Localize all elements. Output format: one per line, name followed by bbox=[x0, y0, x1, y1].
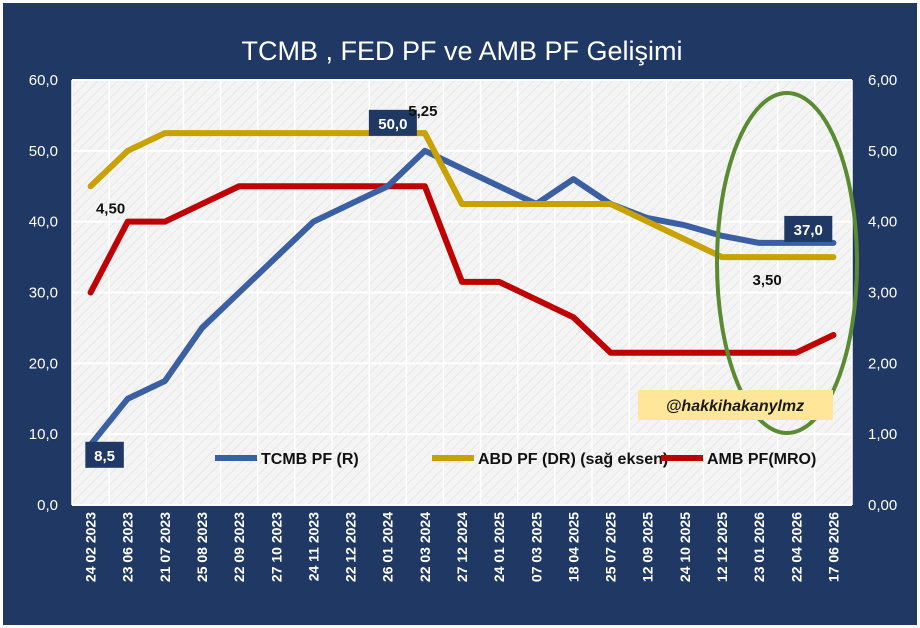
watermark-box: @hakkihakanylmz bbox=[638, 390, 833, 420]
series-line-2 bbox=[87, 183, 837, 356]
x-axis: 24 02 2023 23 06 2023 21 07 2023 25 08 2023… bbox=[83, 512, 842, 582]
x-tick-label: 24 11 2023 bbox=[305, 512, 321, 582]
y-left-tick-label: 0,0 bbox=[37, 497, 58, 514]
x-tick-label: 23 06 2023 bbox=[120, 512, 136, 582]
chart-title: TCMB , FED PF ve AMB PF Gelişimi bbox=[241, 36, 682, 66]
y-axis-left: 0,0 10,0 20,0 30,0 40,0 50,0 60,0 bbox=[29, 72, 58, 514]
y-left-tick-label: 30,0 bbox=[29, 285, 58, 302]
data-label-box bbox=[784, 215, 833, 242]
data-label: 50,0 bbox=[378, 116, 407, 133]
x-tick-label: 22 12 2023 bbox=[343, 512, 359, 582]
y-right-tick-label: 2,00 bbox=[868, 355, 897, 372]
y-left-tick-label: 10,0 bbox=[29, 426, 58, 443]
x-tick-label: 24 02 2023 bbox=[83, 512, 99, 582]
data-label-box bbox=[85, 441, 124, 468]
series-line-1 bbox=[87, 130, 837, 261]
data-label: 4,50 bbox=[96, 200, 125, 217]
data-label: 5,25 bbox=[408, 103, 437, 120]
y-right-tick-label: 0,00 bbox=[868, 497, 897, 514]
x-tick-label: 23 01 2026 bbox=[751, 512, 767, 582]
x-tick-label: 21 07 2023 bbox=[157, 512, 173, 582]
x-tick-label: 22 09 2023 bbox=[231, 512, 247, 582]
legend-label: ABD PF (DR) (sağ eksen) bbox=[478, 451, 668, 468]
legend-label: TCMB PF (R) bbox=[261, 451, 359, 468]
x-tick-label: 22 04 2026 bbox=[788, 512, 804, 582]
data-label: 37,0 bbox=[794, 222, 823, 239]
x-tick-label: 17 06 2026 bbox=[825, 512, 841, 582]
y-axis-right: 0,00 1,00 2,00 3,00 4,00 5,00 6,00 bbox=[868, 72, 897, 514]
highlight-ellipse bbox=[715, 91, 859, 435]
data-label-box bbox=[368, 109, 417, 136]
x-tick-label: 18 04 2025 bbox=[565, 512, 581, 582]
legend: TCMB PF (R) ABD PF (DR) (sağ eksen) AMB PF… bbox=[215, 451, 816, 468]
y-left-tick-label: 20,0 bbox=[29, 355, 58, 372]
x-tick-label: 26 01 2024 bbox=[380, 512, 396, 582]
data-label: 8,5 bbox=[94, 448, 115, 465]
watermark-background bbox=[638, 390, 833, 420]
x-tick-label: 22 03 2024 bbox=[417, 512, 433, 582]
y-right-tick-label: 4,00 bbox=[868, 214, 897, 231]
x-tick-label: 24 10 2025 bbox=[677, 512, 693, 582]
grid-lines bbox=[71, 79, 853, 506]
x-tick-label: 25 08 2023 bbox=[194, 512, 210, 582]
y-right-tick-label: 3,00 bbox=[868, 285, 897, 302]
x-tick-label: 12 12 2025 bbox=[714, 512, 730, 582]
x-tick-label: 25 07 2025 bbox=[603, 512, 619, 582]
x-tick-label: 07 03 2025 bbox=[528, 512, 544, 582]
y-left-tick-label: 40,0 bbox=[29, 214, 58, 231]
series-lines bbox=[87, 130, 837, 448]
y-left-tick-label: 60,0 bbox=[29, 72, 58, 89]
y-left-tick-label: 50,0 bbox=[29, 143, 58, 160]
x-tick-label: 27 12 2024 bbox=[454, 512, 470, 582]
y-right-tick-label: 5,00 bbox=[868, 143, 897, 160]
x-tick-label: 24 01 2025 bbox=[491, 512, 507, 582]
y-right-tick-label: 6,00 bbox=[868, 72, 897, 89]
x-tick-label: 27 10 2023 bbox=[268, 512, 284, 582]
data-label: 3,50 bbox=[753, 272, 782, 289]
legend-label: AMB PF(MRO) bbox=[707, 451, 816, 468]
series-line-0 bbox=[87, 147, 837, 448]
data-labels: 8,5 50,0 37,0 4,50 5,25 3,50 bbox=[85, 103, 833, 468]
x-tick-label: 12 09 2025 bbox=[640, 512, 656, 582]
y-right-tick-label: 1,00 bbox=[868, 426, 897, 443]
watermark-text: @hakkihakanylmz bbox=[666, 398, 804, 415]
